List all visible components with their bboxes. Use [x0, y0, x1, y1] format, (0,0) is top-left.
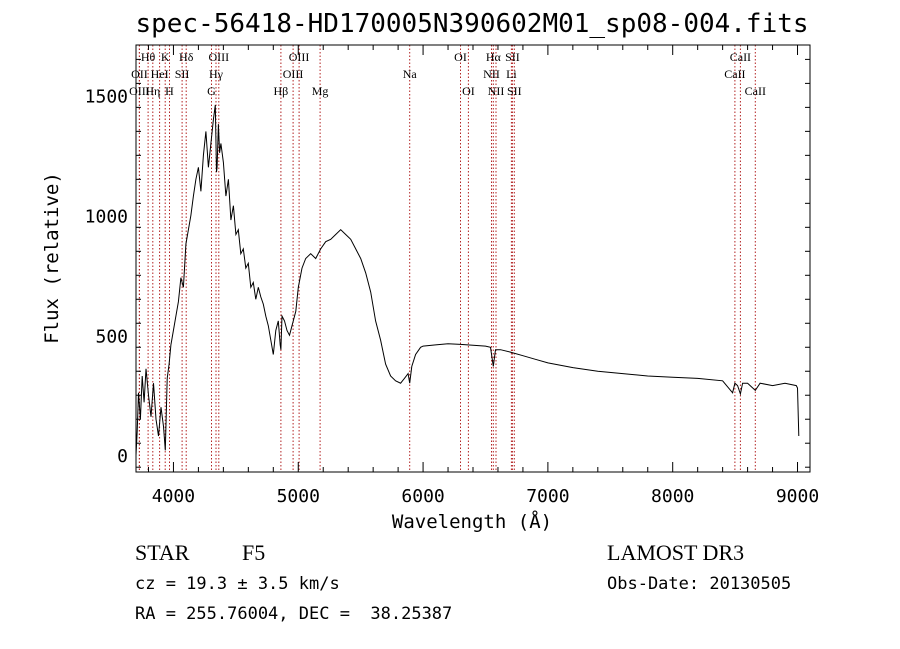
- x-tick-label: 9000: [776, 486, 819, 507]
- marker-label-13: OIII: [283, 67, 304, 81]
- marker-label-21: NII: [483, 67, 500, 81]
- y-axis-label: Flux (relative): [41, 172, 63, 344]
- x-tick-label: 6000: [401, 486, 444, 507]
- x-axis-label: Wavelength (Å): [392, 510, 552, 533]
- x-tick-label: 5000: [277, 486, 320, 507]
- object-subclass: F5: [242, 540, 265, 565]
- marker-label-3: HeI: [151, 67, 169, 81]
- marker-label-2: OIII: [129, 84, 150, 98]
- marker-label-15: Mg: [312, 84, 329, 98]
- emission-line-markers: [138, 45, 756, 472]
- marker-label-23: NII: [488, 84, 505, 98]
- marker-label-0: Hθ: [141, 50, 156, 64]
- y-axis-ticks: 0 500 1000 1500: [85, 58, 810, 468]
- x-axis-ticks: 4000 5000 6000 7000 8000 9000: [147, 45, 819, 507]
- marker-label-19: Hα: [486, 50, 502, 64]
- marker-label-14: Hβ: [274, 84, 289, 98]
- plot-frame: [135, 44, 811, 473]
- marker-label-11: G: [207, 84, 216, 98]
- marker-label-9: OIII: [208, 50, 229, 64]
- coordinates-text: RA = 255.76004, DEC = 38.25387: [135, 604, 452, 624]
- obs-date: Obs-Date: 20130505: [607, 574, 791, 594]
- chart-title: spec-56418-HD170005N390602M01_sp08-004.f…: [135, 9, 808, 39]
- marker-label-27: CaII: [745, 84, 766, 98]
- marker-label-22: Li: [506, 67, 517, 81]
- object-class: STAR: [135, 540, 190, 565]
- marker-label-8: Hδ: [179, 50, 194, 64]
- marker-label-4: Hη: [145, 84, 160, 98]
- spectrum-line: [135, 104, 800, 456]
- y-tick-label: 1500: [85, 86, 128, 107]
- marker-label-16: Na: [403, 67, 418, 81]
- y-tick-label: 500: [95, 326, 128, 347]
- y-tick-label: 1000: [85, 206, 128, 227]
- marker-label-7: H: [165, 84, 174, 98]
- survey-name: LAMOST DR3: [607, 540, 744, 565]
- x-tick-label: 7000: [526, 486, 569, 507]
- marker-label-5: K: [161, 50, 170, 64]
- x-tick-label: 8000: [651, 486, 694, 507]
- marker-label-1: OII: [131, 67, 148, 81]
- marker-label-26: CaII: [724, 67, 745, 81]
- marker-label-25: CaII: [730, 50, 751, 64]
- marker-label-6: SII: [175, 67, 190, 81]
- redshift-text: cz = 19.3 ± 3.5 km/s: [135, 574, 340, 594]
- marker-label-12: OIII: [289, 50, 310, 64]
- marker-label-10: Hγ: [209, 67, 224, 81]
- marker-label-24: SII: [507, 84, 522, 98]
- marker-label-17: OI: [454, 50, 467, 64]
- y-tick-label: 0: [117, 446, 128, 467]
- marker-label-20: SII: [505, 50, 520, 64]
- x-tick-label: 4000: [152, 486, 195, 507]
- marker-label-18: OI: [462, 84, 475, 98]
